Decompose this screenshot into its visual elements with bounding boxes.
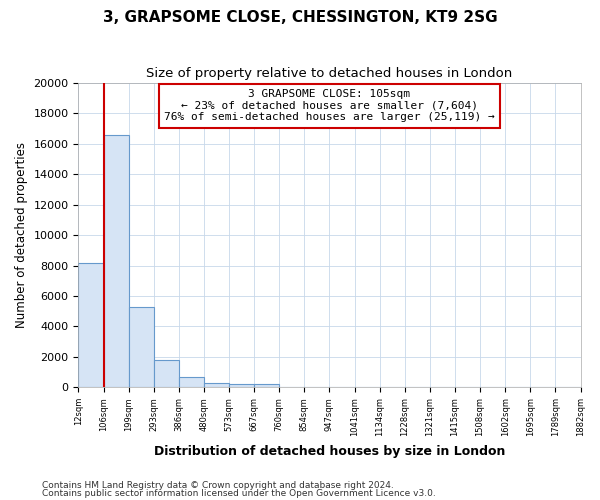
Bar — [229, 384, 254, 388]
Text: 3, GRAPSOME CLOSE, CHESSINGTON, KT9 2SG: 3, GRAPSOME CLOSE, CHESSINGTON, KT9 2SG — [103, 10, 497, 25]
Bar — [79, 262, 104, 388]
Text: Contains HM Land Registry data © Crown copyright and database right 2024.: Contains HM Land Registry data © Crown c… — [42, 481, 394, 490]
Bar — [254, 384, 279, 388]
Bar — [154, 360, 179, 388]
Text: Contains public sector information licensed under the Open Government Licence v3: Contains public sector information licen… — [42, 488, 436, 498]
Text: 3 GRAPSOME CLOSE: 105sqm
← 23% of detached houses are smaller (7,604)
76% of sem: 3 GRAPSOME CLOSE: 105sqm ← 23% of detach… — [164, 89, 495, 122]
Y-axis label: Number of detached properties: Number of detached properties — [15, 142, 28, 328]
Bar — [204, 383, 229, 388]
Bar — [104, 135, 128, 388]
Bar — [128, 306, 154, 388]
Title: Size of property relative to detached houses in London: Size of property relative to detached ho… — [146, 68, 512, 80]
X-axis label: Distribution of detached houses by size in London: Distribution of detached houses by size … — [154, 444, 505, 458]
Bar — [179, 376, 204, 388]
